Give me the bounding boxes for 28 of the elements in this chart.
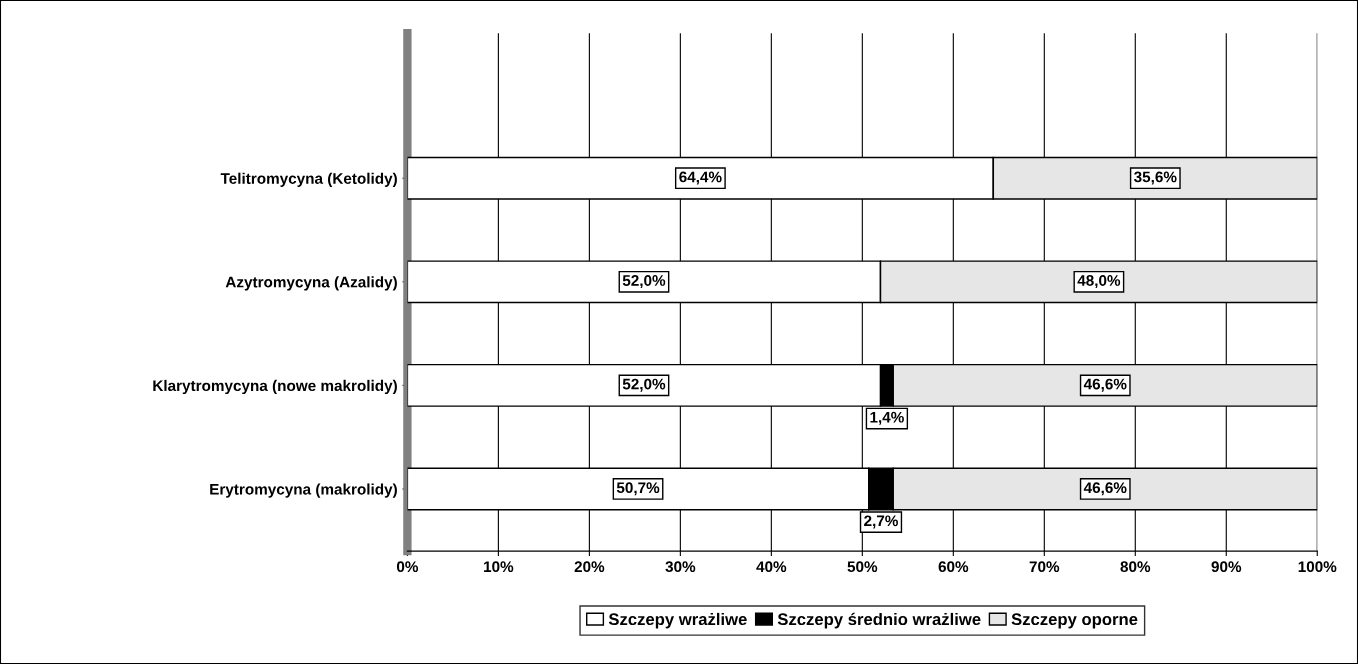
- x-tick-label: 90%: [1211, 561, 1242, 573]
- y-tick-label: Azytromycyna (Azalidy): [225, 276, 397, 291]
- x-tick-label: 100%: [1298, 561, 1337, 573]
- x-tick-label: 20%: [574, 561, 605, 573]
- x-tick-label: 60%: [938, 561, 969, 573]
- x-tick-label: 10%: [484, 561, 514, 573]
- legend-label: Szczepy oporne: [1011, 613, 1138, 629]
- x-tick-label: 70%: [1029, 561, 1060, 573]
- data-label: 52,0%: [622, 378, 666, 392]
- y-tick-label: Erytromycyna (makrolidy): [210, 483, 397, 498]
- x-tick-label: 80%: [1120, 561, 1151, 573]
- data-label: 52,0%: [622, 275, 666, 289]
- data-label: 2,7%: [864, 515, 898, 529]
- data-label: 48,0%: [1077, 275, 1121, 289]
- data-label: 50,7%: [616, 482, 660, 496]
- data-label: 64,4%: [679, 171, 722, 185]
- y-tick-label: Telitromycyna (Ketolidy): [220, 172, 397, 187]
- legend-label: Szczepy wrażliwe: [608, 612, 747, 629]
- x-tick-label: 50%: [847, 561, 878, 573]
- data-label: 35,6%: [1134, 171, 1177, 185]
- legend-label: Szczepy średnio wrażliwe: [777, 612, 981, 629]
- x-tick-label: 30%: [665, 561, 696, 573]
- x-tick-label: 40%: [756, 561, 787, 573]
- data-label: 1,4%: [870, 411, 904, 425]
- y-tick-label: Klarytromycyna (nowe makrolidy): [153, 379, 397, 395]
- data-label: 46,6%: [1083, 482, 1127, 496]
- x-tick-label: 0%: [396, 561, 419, 573]
- data-label: 46,6%: [1083, 378, 1127, 392]
